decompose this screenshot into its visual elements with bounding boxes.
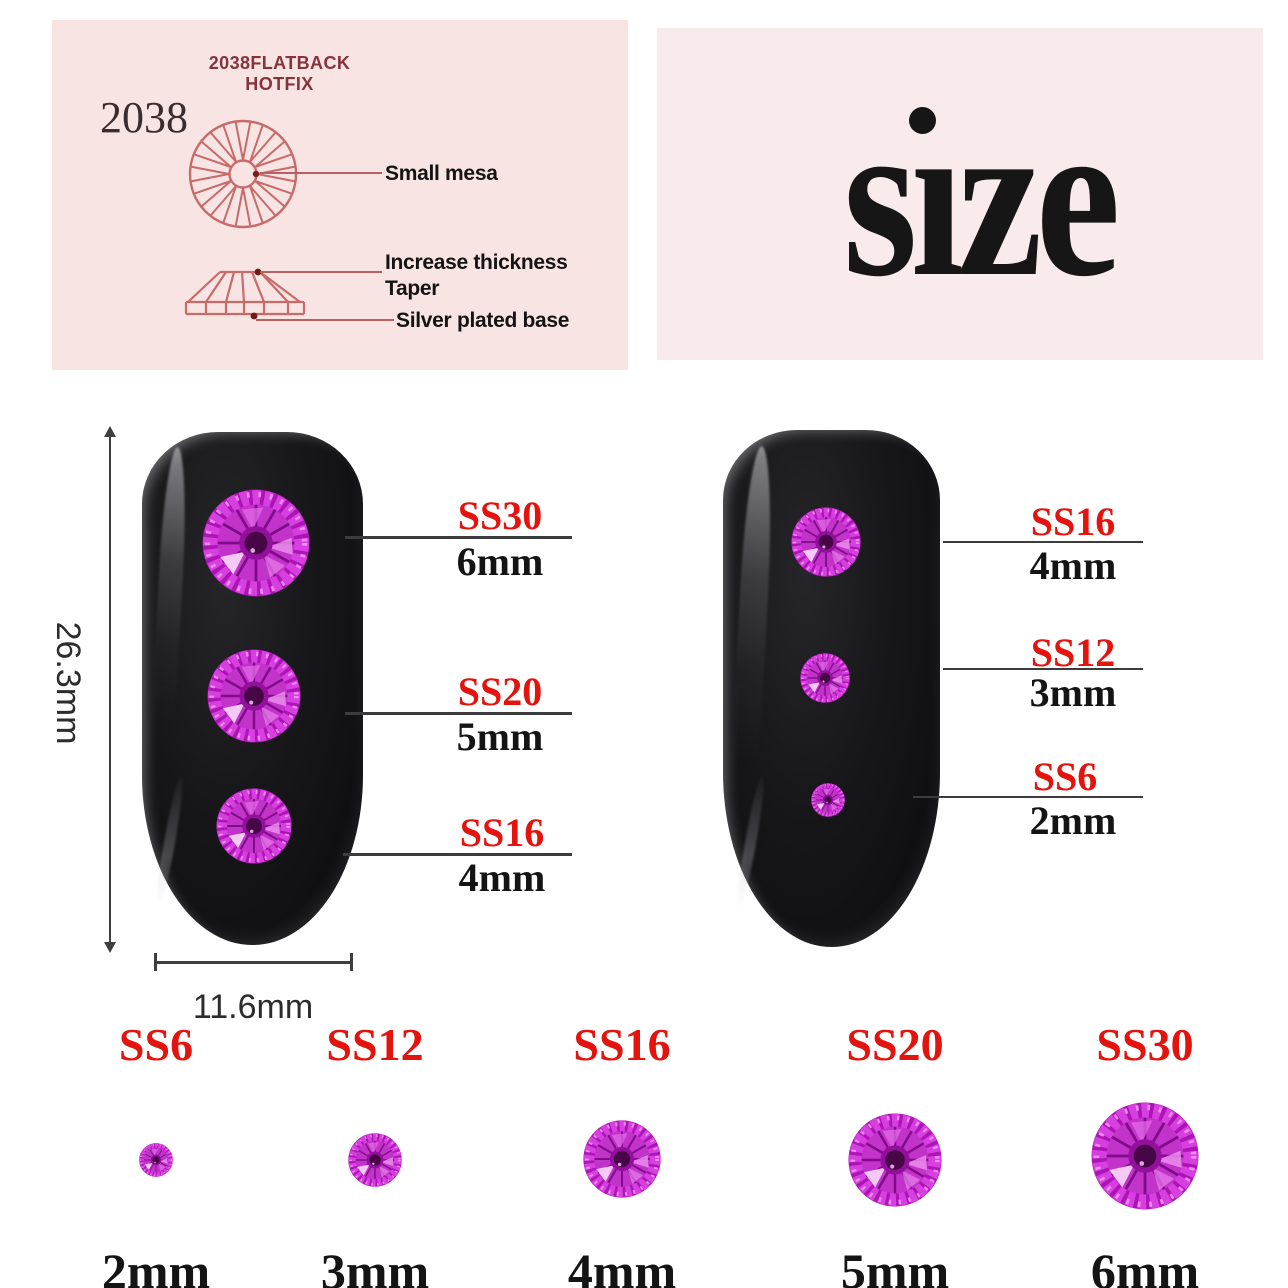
rhinestone-sample-ss12: [348, 1133, 402, 1187]
size-chart-ss6: SS6: [118, 1019, 194, 1070]
size-chart-ss20: SS20: [846, 1019, 944, 1070]
nail-width-label: 11.6mm: [192, 988, 314, 1026]
label-increase-thickness-taper: Increase thickness Taper: [385, 250, 568, 302]
size-chart-ss12: SS12: [326, 1019, 424, 1070]
rhinestone-side-view-diagram: [184, 268, 306, 320]
callout-line-ss30: [345, 536, 572, 539]
spec-panel-title: 2038FLATBACK HOTFIX: [208, 53, 351, 94]
rhinestone-sample-ss16: [583, 1120, 661, 1198]
callout-6mm: 6mm: [456, 539, 544, 584]
label-small-mesa: Small mesa: [385, 162, 498, 185]
rhinestone-sample-ss6: [139, 1143, 173, 1177]
size-chart-3mm: 3mm: [320, 1243, 430, 1288]
dimension-arrow-up: [104, 426, 116, 437]
dimension-tick-right: [350, 953, 353, 971]
spec-panel: 2038FLATBACK HOTFIX 2038 Small mesa Incr…: [52, 20, 628, 370]
size-chart-5mm: 5mm: [840, 1243, 950, 1288]
label-increase-thickness: Increase thickness: [385, 251, 568, 274]
height-dimension-line: [109, 432, 111, 948]
leader-line-base: [256, 319, 394, 321]
leader-line-small-mesa: [260, 172, 382, 174]
callout-4mm-left: 4mm: [458, 855, 546, 900]
callout-ss12: SS12: [1030, 630, 1116, 675]
nail-height-label: 26.3mm: [49, 621, 87, 745]
callout-line-ss12: [943, 668, 1143, 670]
callout-3mm: 3mm: [1029, 670, 1117, 715]
callout-ss30: SS30: [457, 493, 543, 538]
callout-5mm: 5mm: [456, 714, 544, 759]
size-chart-4mm: 4mm: [567, 1243, 677, 1288]
width-dimension-line: [155, 961, 352, 964]
callout-4mm-right: 4mm: [1029, 543, 1117, 588]
callout-2mm: 2mm: [1029, 798, 1117, 843]
label-silver-plated-base: Silver plated base: [396, 309, 570, 332]
callout-line-ss6: [913, 796, 1143, 798]
rhinestone-top-view-diagram: [188, 119, 298, 229]
rhinestone-ss6-on-nail-right: [811, 783, 845, 817]
callout-ss16-left: SS16: [459, 810, 545, 855]
rhinestone-ss12-on-nail-right: [800, 653, 850, 703]
size-chart-2mm: 2mm: [101, 1243, 211, 1288]
dimension-arrow-down: [104, 942, 116, 953]
size-heading: sıze: [843, 72, 1121, 324]
callout-line-ss20: [345, 712, 572, 715]
size-chart-6mm: 6mm: [1090, 1243, 1200, 1288]
dimension-tick-left: [154, 953, 157, 971]
rhinestone-ss30-on-nail: [202, 489, 310, 597]
callout-ss16-right: SS16: [1030, 499, 1116, 544]
rhinestone-ss16-on-nail: [216, 788, 292, 864]
size-panel: sıze: [657, 28, 1263, 360]
callout-ss20: SS20: [457, 669, 543, 714]
rhinestone-sample-ss20: [848, 1113, 942, 1207]
size-i-dot: [909, 107, 936, 134]
rhinestone-ss20-on-nail: [207, 649, 301, 743]
callout-line-ss16-left: [343, 853, 572, 856]
rhinestone-ss16-on-nail-right: [791, 507, 861, 577]
label-taper: Taper: [385, 277, 440, 300]
size-chart-ss16: SS16: [573, 1019, 671, 1070]
callout-ss6: SS6: [1032, 754, 1098, 799]
rhinestone-sample-ss30: [1091, 1102, 1199, 1210]
leader-line-thickness: [260, 271, 382, 273]
size-chart-ss30: SS30: [1096, 1019, 1194, 1070]
callout-line-ss16-right: [943, 541, 1143, 543]
model-number: 2038: [100, 93, 188, 142]
